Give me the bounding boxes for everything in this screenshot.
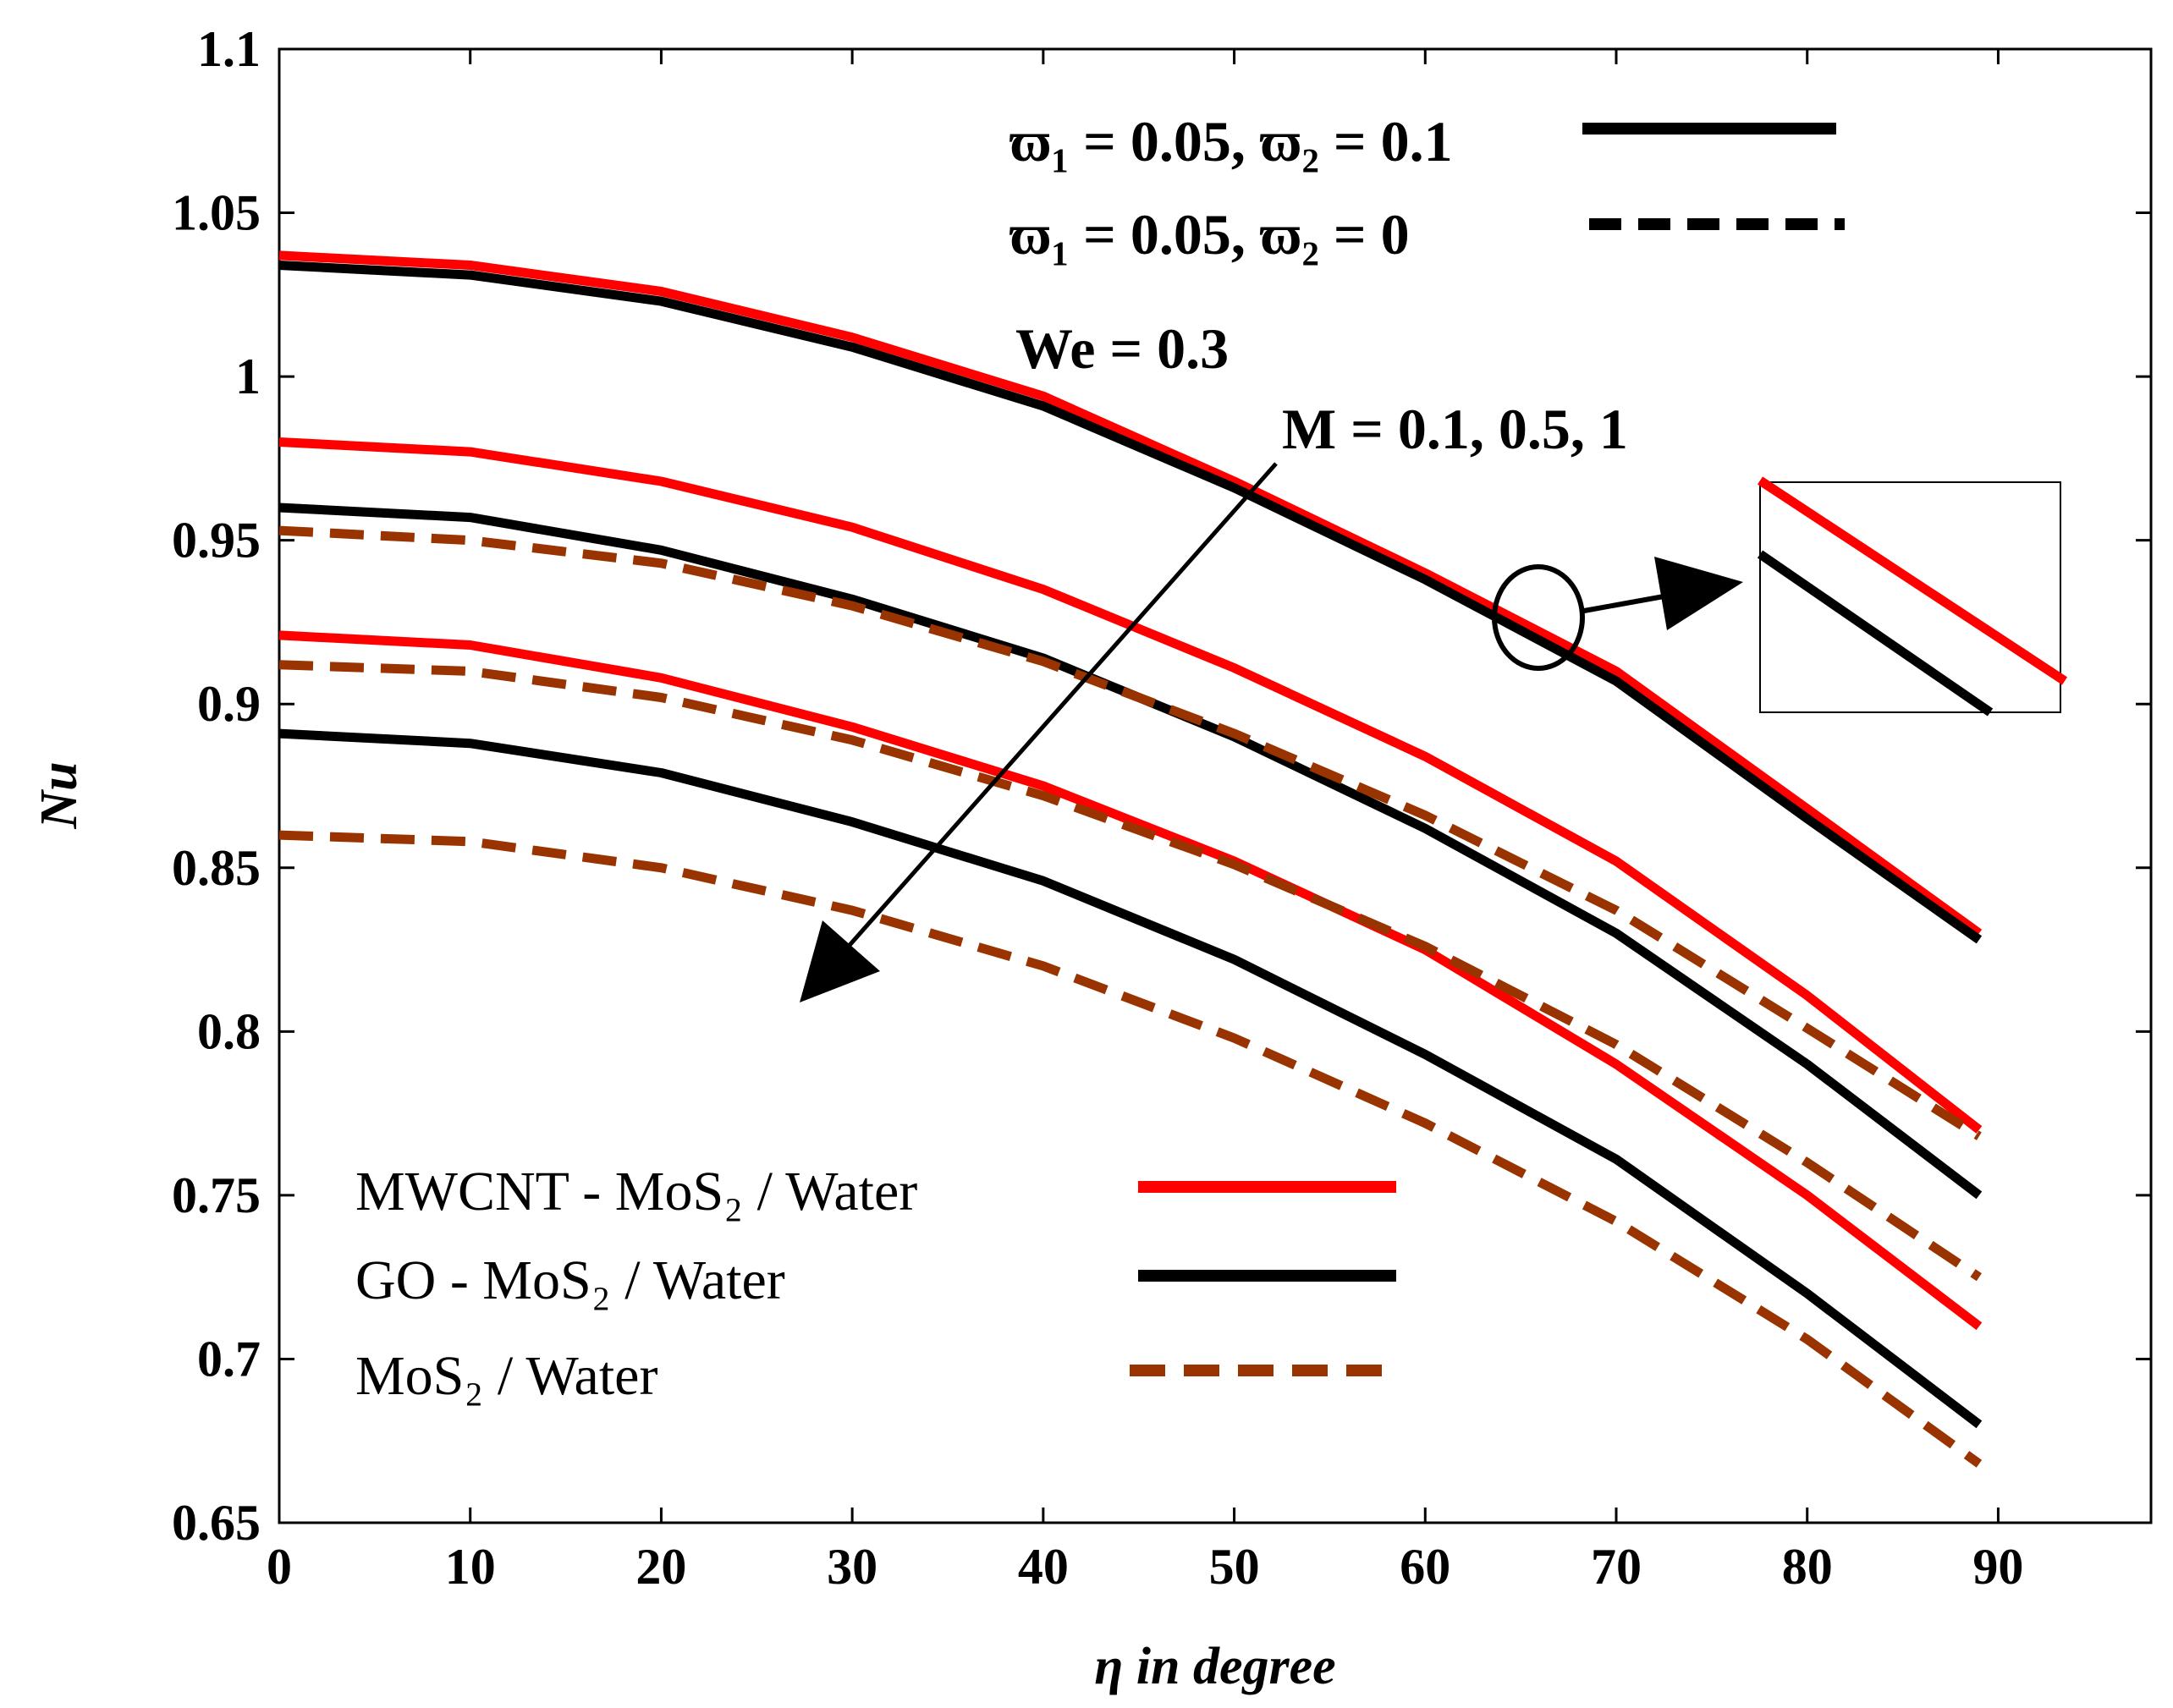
y-tick-label-7: 1: [235, 349, 261, 404]
zoom-inset-box: [1759, 481, 2061, 713]
y-tick-label-8: 1.05: [172, 185, 261, 241]
we-label: We = 0.3: [1015, 316, 1229, 381]
fluid-legend: MWCNT - MoS₂ / Water GO - MoS₂ / Water M…: [355, 1161, 1396, 1407]
series-line-go-m-0.1: [278, 261, 1983, 944]
plot-frame: [278, 47, 2153, 1524]
legend-label-mos2: MoS₂ / Water: [355, 1345, 657, 1407]
series-line-mwcnt-m-0.5: [278, 437, 1983, 1134]
zoom-circle: [1492, 564, 1585, 671]
zoom-inset-black-line: [1757, 550, 1994, 717]
y-tick-label-4: 0.85: [172, 840, 261, 896]
series-line-mos2-m-0.5: [278, 525, 1982, 1140]
series-line-go-m-1: [278, 728, 1983, 1429]
x-tick-label-5: 50: [1209, 1539, 1260, 1595]
omega-solid-label: ϖ₁ = 0.05, ϖ₂ = 0.1: [1009, 109, 1453, 173]
zoom-arrowhead: [1654, 557, 1743, 630]
series-line-mwcnt-m-0.1: [278, 250, 1983, 937]
tick-labels: 0 10 20 30 40 50 60 70 80 90 0.65 0.7 0.75 0.8 0.85 0.9…: [172, 21, 2023, 1595]
x-tick-label-2: 20: [635, 1539, 686, 1595]
m-values-label: M = 0.1, 0.5, 1: [1282, 397, 1628, 461]
x-tick-label-1: 10: [445, 1539, 496, 1595]
data-curves: [278, 250, 1983, 1468]
y-tick-label-9: 1.1: [197, 21, 261, 77]
x-tick-label-0: 0: [267, 1539, 292, 1595]
axis-ticks: [278, 47, 2151, 1524]
y-axis-label: Nu: [30, 761, 88, 829]
x-tick-label-6: 60: [1400, 1539, 1450, 1595]
legend-label-go: GO - MoS₂ / Water: [355, 1249, 785, 1311]
y-tick-label-1: 0.7: [197, 1331, 261, 1387]
series-line-mos2-m-1a: [278, 660, 1982, 1282]
y-tick-label-3: 0.8: [197, 1003, 261, 1059]
y-tick-label-6: 0.95: [172, 513, 261, 568]
legend-label-mwcnt: MWCNT - MoS₂ / Water: [355, 1161, 917, 1222]
y-tick-label-5: 0.9: [197, 676, 261, 732]
x-tick-label-9: 90: [1972, 1539, 2023, 1595]
y-tick-label-2: 0.75: [172, 1167, 261, 1223]
x-tick-label-8: 80: [1782, 1539, 1833, 1595]
x-tick-label-4: 40: [1018, 1539, 1069, 1595]
y-tick-label-0: 0.65: [172, 1495, 261, 1551]
x-tick-label-7: 70: [1591, 1539, 1642, 1595]
series-line-mos2-m-1b: [278, 830, 1983, 1468]
x-tick-label-3: 30: [827, 1539, 877, 1595]
m-direction-arrowhead: [800, 920, 880, 1002]
m-direction-arrow: [823, 462, 1278, 975]
series-line-mwcnt-m-1: [278, 630, 1983, 1331]
zoom-inset-red-line: [1757, 476, 2068, 685]
omega-dashed-label: ϖ₁ = 0.05, ϖ₂ = 0: [1009, 202, 1410, 266]
x-axis-label: η in degree: [1094, 1638, 1335, 1695]
